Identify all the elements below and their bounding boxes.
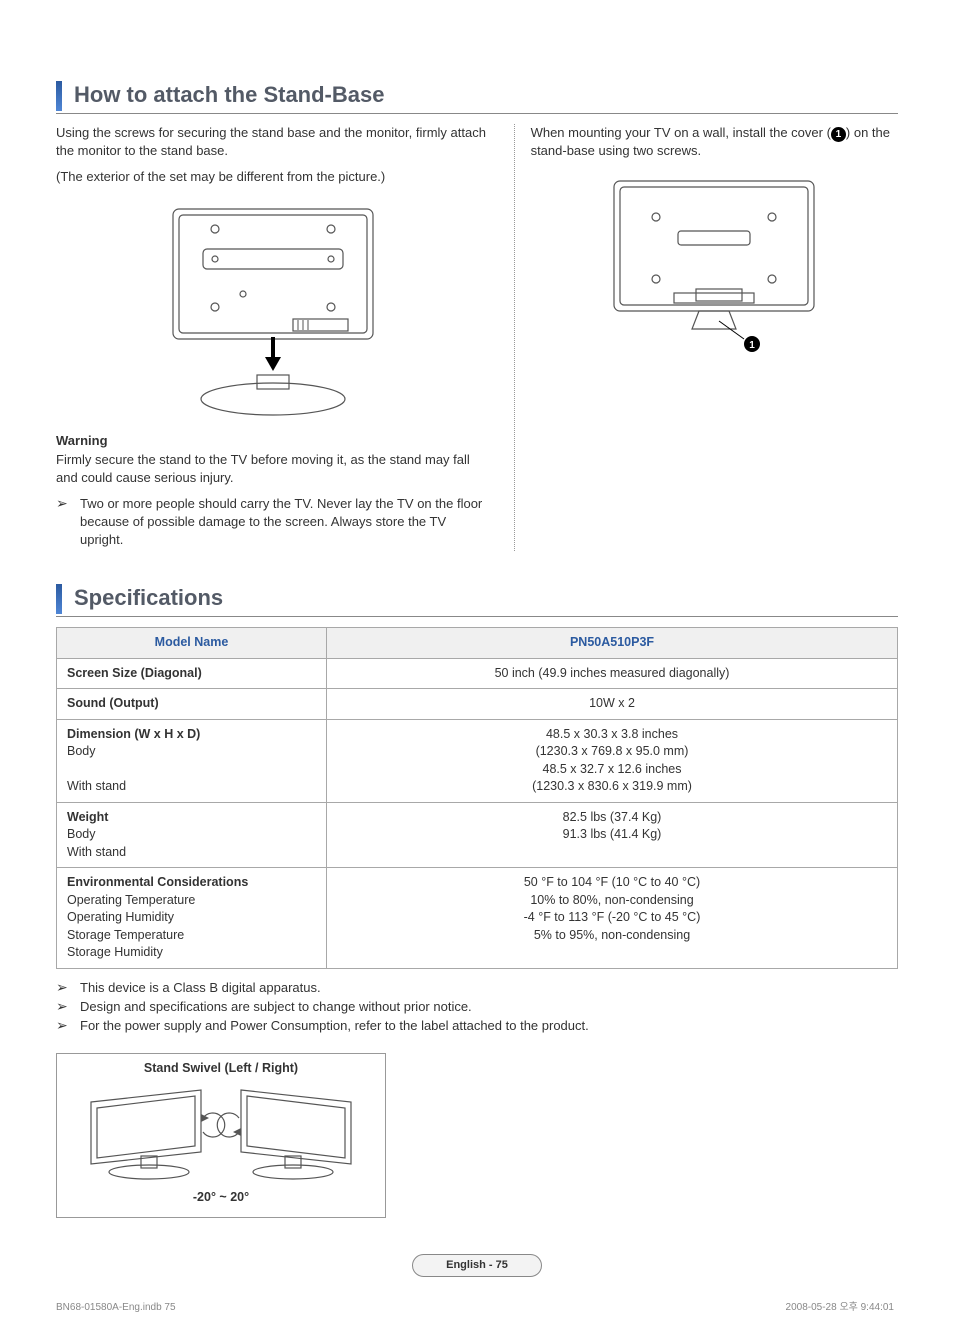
table-header-row: Model Name PN50A510P3F <box>57 628 898 659</box>
heading-accent-bar <box>56 584 62 614</box>
header-model-name: Model Name <box>57 628 327 659</box>
callout-badge: 1 <box>831 127 846 142</box>
warning-text: Firmly secure the stand to the TV before… <box>56 451 490 487</box>
table-row: Screen Size (Diagonal)50 inch (49.9 inch… <box>57 658 898 689</box>
row-label-cell: WeightBodyWith stand <box>57 802 327 868</box>
note-row: ➢ This device is a Class B digital appara… <box>56 979 898 997</box>
warning-label: Warning <box>56 432 490 450</box>
row-label-cell: Dimension (W x H x D)Body With stand <box>57 719 327 802</box>
row-value-cell: 50 °F to 104 °F (10 °C to 40 °C)10% to 8… <box>327 868 898 969</box>
note-row: ➢ Design and specifications are subject t… <box>56 998 898 1016</box>
swivel-diagram <box>71 1082 371 1180</box>
section-title: How to attach the Stand-Base <box>74 80 384 111</box>
specs-title: Specifications <box>74 583 223 614</box>
arrow-bullet-icon: ➢ <box>56 495 72 550</box>
right-intro-pre: When mounting your TV on a wall, install… <box>531 125 831 140</box>
swivel-range: -20° ~ 20° <box>61 1189 381 1207</box>
row-value-cell: 10W x 2 <box>327 689 898 720</box>
arrow-bullet-icon: ➢ <box>56 979 72 997</box>
table-row: Sound (Output)10W x 2 <box>57 689 898 720</box>
row-value-cell: 50 inch (49.9 inches measured diagonally… <box>327 658 898 689</box>
print-meta: BN68-01580A-Eng.indb 75 2008-05-28 오후 9:… <box>56 1301 894 1315</box>
table-row: Dimension (W x H x D)Body With stand48.5… <box>57 719 898 802</box>
note-row: ➢ For the power supply and Power Consumpt… <box>56 1017 898 1035</box>
right-column: When mounting your TV on a wall, install… <box>514 124 898 552</box>
row-value-cell: 82.5 lbs (37.4 Kg)91.3 lbs (41.4 Kg) <box>327 802 898 868</box>
swivel-title: Stand Swivel (Left / Right) <box>61 1060 381 1078</box>
arrow-bullet-icon: ➢ <box>56 1017 72 1035</box>
stand-base-diagram <box>56 194 490 424</box>
spec-notes: ➢ This device is a Class B digital appara… <box>56 979 898 1036</box>
meta-timestamp: 2008-05-28 오후 9:44:01 <box>786 1301 894 1315</box>
header-model-value: PN50A510P3F <box>327 628 898 659</box>
meta-filename: BN68-01580A-Eng.indb 75 <box>56 1301 176 1315</box>
left-column: Using the screws for securing the stand … <box>56 124 490 552</box>
arrow-bullet-icon: ➢ <box>56 998 72 1016</box>
heading-accent-bar <box>56 81 62 111</box>
row-label-cell: Environmental ConsiderationsOperating Te… <box>57 868 327 969</box>
right-intro-text: When mounting your TV on a wall, install… <box>531 124 898 161</box>
bullet-note: ➢ Two or more people should carry the TV… <box>56 495 490 550</box>
svg-text:1: 1 <box>750 340 756 351</box>
note-text: For the power supply and Power Consumpti… <box>80 1017 589 1035</box>
bullet-text: Two or more people should carry the TV. … <box>80 495 490 550</box>
section-heading-specs: Specifications <box>56 583 898 617</box>
page-number-pill: English - 75 <box>412 1254 542 1277</box>
note-text: This device is a Class B digital apparat… <box>80 979 321 997</box>
two-column-layout: Using the screws for securing the stand … <box>56 124 898 552</box>
table-row: WeightBodyWith stand82.5 lbs (37.4 Kg)91… <box>57 802 898 868</box>
wall-mount-diagram: 1 <box>531 166 898 366</box>
intro-line-2: (The exterior of the set may be differen… <box>56 168 490 186</box>
row-value-cell: 48.5 x 30.3 x 3.8 inches(1230.3 x 769.8 … <box>327 719 898 802</box>
swivel-box: Stand Swivel (Left / Right) -20° ~ 20° <box>56 1053 386 1217</box>
table-row: Environmental ConsiderationsOperating Te… <box>57 868 898 969</box>
row-label-cell: Sound (Output) <box>57 689 327 720</box>
row-label-cell: Screen Size (Diagonal) <box>57 658 327 689</box>
intro-line-1: Using the screws for securing the stand … <box>56 124 490 160</box>
note-text: Design and specifications are subject to… <box>80 998 472 1016</box>
section-heading-stand-base: How to attach the Stand-Base <box>56 80 898 114</box>
specifications-table: Model Name PN50A510P3F Screen Size (Diag… <box>56 627 898 969</box>
